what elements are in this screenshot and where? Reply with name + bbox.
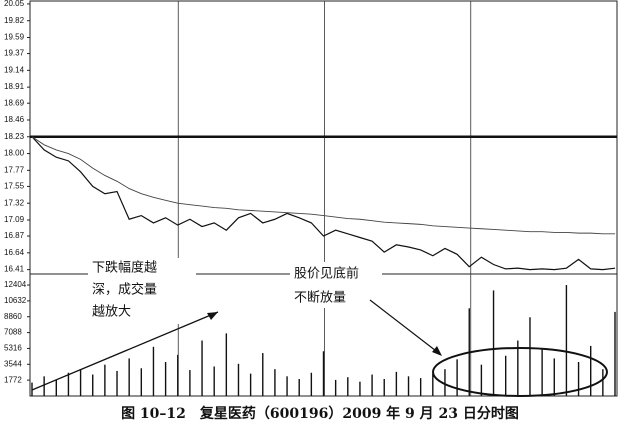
note-bg bbox=[290, 262, 382, 308]
y-tick-label: 18.91 bbox=[4, 82, 25, 91]
y-tick-label: 19.59 bbox=[4, 33, 25, 42]
y2-tick-label: 5316 bbox=[4, 344, 22, 353]
arrow bbox=[369, 299, 441, 355]
y-tick-label: 16.64 bbox=[4, 248, 25, 257]
y2-tick-label: 12404 bbox=[4, 280, 27, 289]
y-tick-label: 19.82 bbox=[4, 16, 25, 25]
arrow-head bbox=[207, 312, 218, 320]
y-tick-label: 18.46 bbox=[4, 115, 25, 124]
y2-tick-label: 3544 bbox=[4, 359, 22, 368]
arrow bbox=[31, 311, 219, 391]
average-line bbox=[31, 136, 615, 235]
highlight-ellipse bbox=[432, 347, 608, 397]
arrow-head bbox=[432, 346, 442, 356]
y2-tick-label: 7088 bbox=[4, 328, 22, 337]
y-tick-label: 18.23 bbox=[4, 132, 25, 141]
y-tick-label: 19.14 bbox=[4, 65, 25, 74]
annotation: 下跌幅度越 bbox=[92, 260, 157, 276]
y-tick-label: 20.05 bbox=[4, 0, 25, 8]
frame bbox=[29, 0, 618, 397]
y2-tick-label: 1772 bbox=[4, 375, 22, 384]
annotation: 不断放量 bbox=[294, 291, 346, 306]
annotation: 股价见底前 bbox=[294, 266, 359, 282]
y-tick-label: 17.32 bbox=[4, 198, 25, 207]
y2-tick-label: 8860 bbox=[4, 312, 22, 321]
y-tick-label: 18.00 bbox=[4, 149, 25, 158]
annotation: 深，成交量 bbox=[92, 282, 157, 298]
caption: 图 10–12 复星医药（600196）2009 年 9 月 23 日分时图 bbox=[121, 405, 519, 422]
y2-tick-label: 10632 bbox=[4, 296, 27, 305]
price-line bbox=[31, 136, 616, 271]
y-tick-label: 16.87 bbox=[4, 231, 25, 240]
y-tick-label: 16.41 bbox=[4, 265, 25, 274]
marks: 20.05 19.82 19.59 19.37 19.14 18.91 18.69 18.46… bbox=[4, 0, 617, 396]
note-bg bbox=[88, 258, 196, 324]
y-tick-label: 19.37 bbox=[4, 49, 25, 58]
y-tick-label: 17.55 bbox=[4, 182, 25, 191]
annotation: 越放大 bbox=[92, 305, 131, 320]
y-tick-label: 17.09 bbox=[4, 215, 25, 224]
y-tick-label: 18.69 bbox=[4, 98, 25, 107]
y-tick-label: 17.77 bbox=[4, 165, 25, 174]
